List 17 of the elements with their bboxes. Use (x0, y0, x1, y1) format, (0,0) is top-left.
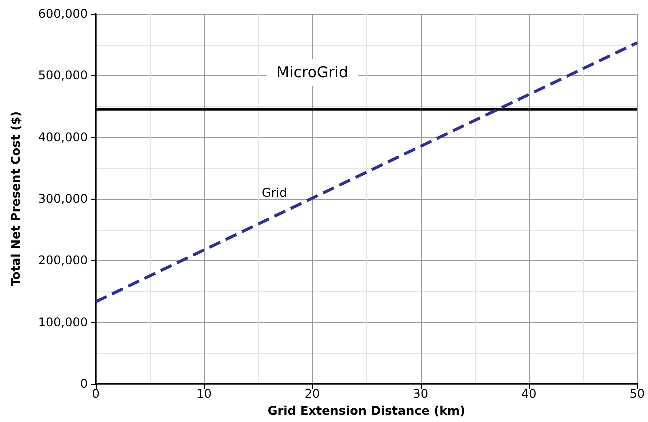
x-tick-label: 40 (521, 387, 537, 401)
x-tick-label: 10 (196, 387, 212, 401)
x-tick-label: 50 (630, 387, 646, 401)
y-tick-label: 300,000 (38, 192, 88, 206)
x-tick-label: 0 (92, 387, 100, 401)
x-axis-title: Grid Extension Distance (km) (268, 404, 466, 418)
y-tick-label: 600,000 (38, 7, 88, 21)
y-tick-label: 200,000 (38, 254, 88, 268)
y-tick-label: 100,000 (38, 315, 88, 330)
y-tick-label: 400,000 (38, 130, 88, 144)
y-tick-label: 500,000 (38, 68, 88, 83)
series-label: Grid (262, 186, 288, 200)
x-tick-label: 20 (304, 387, 320, 401)
x-tick-label: 30 (413, 387, 428, 401)
y-axis-title: Total Net Present Cost ($) (9, 111, 23, 287)
series-label: MicroGrid (276, 64, 348, 82)
y-tick-label: 0 (80, 377, 88, 391)
